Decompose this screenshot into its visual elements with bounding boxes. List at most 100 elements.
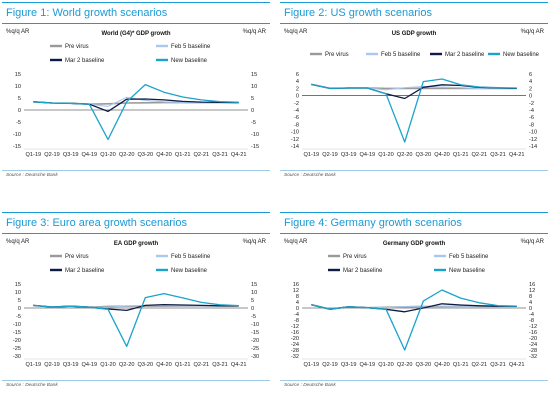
- chart-1-xtick-3: Q4-19: [82, 152, 98, 158]
- chart-4-xtick-1: Q2-19: [322, 362, 338, 368]
- chart-3-legend-label-3: Mar 2 baseline: [65, 268, 105, 274]
- chart-1-ytick-left-3: 0: [18, 108, 21, 114]
- chart-1-xtick-2: Q3-19: [63, 152, 79, 158]
- chart-1-ytick-left-5: 10: [15, 84, 21, 90]
- chart-4-legend-label-2: Feb 5 baseline: [449, 254, 489, 260]
- chart-4-ytick-left-11: 12: [293, 288, 299, 294]
- chart-3-legend-label-4: New baseline: [171, 268, 208, 274]
- figure-2-title: Figure 2: US growth scenarios: [280, 2, 548, 24]
- chart-4-xtick-8: Q1-21: [453, 362, 469, 368]
- chart-3-ytick-right-3: -15: [251, 330, 259, 336]
- chart-4-ytick-right-3: -20: [529, 336, 537, 342]
- figure-2-panel: Figure 2: US growth scenarios %q/q AR %q/…: [280, 2, 548, 188]
- chart-4-ytick-right-12: 16: [529, 282, 535, 288]
- chart-2-xtick-6: Q3-20: [416, 152, 432, 158]
- chart-4-ytick-left-12: 16: [293, 282, 299, 288]
- chart-2-ytick-right-6: -2: [529, 101, 534, 107]
- chart-2-xtick-0: Q1-19: [304, 152, 320, 158]
- chart-1-legend-label-4: New baseline: [171, 58, 208, 64]
- chart-2-ytick-left-6: -2: [294, 101, 299, 107]
- chart-4-xtick-5: Q2-20: [397, 362, 413, 368]
- chart-1-ytick-right-5: 10: [251, 84, 257, 90]
- chart-4-xtick-3: Q4-19: [360, 362, 376, 368]
- chart-4-ytick-right-1: -28: [529, 348, 537, 354]
- chart-1-xtick-7: Q4-20: [156, 152, 172, 158]
- chart-2-ytick-right-7: 0: [529, 94, 532, 100]
- chart-3-ylabel-left: %q/q AR: [6, 239, 30, 245]
- chart-4-ytick-left-4: -16: [291, 330, 299, 336]
- chart-2-ytick-right-4: -6: [529, 115, 534, 121]
- chart-1-legend-label-3: Mar 2 baseline: [65, 58, 105, 64]
- chart-4-ytick-left-1: -28: [291, 348, 299, 354]
- chart-3-xtick-7: Q4-20: [156, 362, 172, 368]
- chart-3-xtick-0: Q1-19: [26, 362, 42, 368]
- chart-3-ytick-right-0: -30: [251, 354, 259, 360]
- chart-3-ytick-left-6: 0: [18, 306, 21, 312]
- chart-1-series-line-4: [33, 83, 239, 141]
- chart-4-ylabel-left: %q/q AR: [284, 239, 308, 245]
- chart-2-ytick-left-1: -12: [291, 137, 299, 143]
- chart-3-ytick-left-0: -30: [13, 354, 21, 360]
- chart-2-ytick-right-9: 4: [529, 79, 532, 85]
- chart-1-xtick-1: Q2-19: [44, 152, 60, 158]
- chart-3-xtick-2: Q3-19: [63, 362, 79, 368]
- chart-2-ytick-right-8: 2: [529, 86, 532, 92]
- chart-3-series-line-4: [33, 292, 239, 348]
- figure-3-panel: Figure 3: Euro area growth scenarios %q/…: [2, 212, 270, 398]
- chart-4-ytick-left-0: -32: [291, 354, 299, 360]
- chart-4-ytick-right-0: -32: [529, 354, 537, 360]
- chart-2-xtick-4: Q1-20: [378, 152, 394, 158]
- chart-1-ytick-left-2: -5: [16, 120, 21, 126]
- chart-1-ytick-left-6: 15: [15, 72, 21, 78]
- chart-1-legend-label-1: Pre virus: [65, 44, 89, 50]
- chart-1-xtick-10: Q3-21: [212, 152, 228, 158]
- chart-1-ylabel-right: %q/q AR: [243, 29, 267, 35]
- chart-2-ytick-right-10: 6: [529, 72, 532, 78]
- chart-3-xtick-8: Q1-21: [175, 362, 191, 368]
- chart-1-ytick-right-3: 0: [251, 108, 254, 114]
- chart-1-xtick-8: Q1-21: [175, 152, 191, 158]
- chart-1-xtick-6: Q3-20: [138, 152, 154, 158]
- chart-3-ytick-right-7: 5: [251, 298, 254, 304]
- chart-2-ytick-right-1: -12: [529, 137, 537, 143]
- chart-4-ytick-right-4: -16: [529, 330, 537, 336]
- chart-4-legend-label-3: Mar 2 baseline: [343, 268, 383, 274]
- chart-3-ylabel-right: %q/q AR: [243, 239, 267, 245]
- figure-4-title: Figure 4: Germany growth scenarios: [280, 212, 548, 234]
- chart-4-series-line-4: [311, 289, 517, 351]
- chart-3-ytick-left-9: 15: [15, 282, 21, 288]
- chart-3-ytick-left-5: -5: [16, 314, 21, 320]
- chart-2-ytick-right-5: -4: [529, 108, 534, 114]
- chart-4-legend-label-1: Pre virus: [343, 254, 367, 260]
- figure-2-source-rule: [280, 170, 548, 171]
- chart-4-ytick-left-5: -12: [291, 324, 299, 330]
- figure-4-chart: %q/q AR %q/q AR Germany GDP growth Pre viru…: [284, 239, 545, 368]
- chart-4-ytick-left-9: 4: [296, 300, 299, 306]
- chart-2-xtick-11: Q4-21: [509, 152, 525, 158]
- chart-4-ytick-right-5: -12: [529, 324, 537, 330]
- chart-3-xtick-3: Q4-19: [82, 362, 98, 368]
- chart-4-ytick-right-2: -24: [529, 342, 537, 348]
- chart-3-ytick-right-2: -20: [251, 338, 259, 344]
- chart-2-ytick-left-3: -8: [294, 122, 299, 128]
- chart-2-series-line-4: [311, 78, 517, 143]
- chart-3-chart-title: EA GDP growth: [114, 241, 159, 247]
- chart-1-ytick-right-4: 5: [251, 96, 254, 102]
- chart-2-xtick-2: Q3-19: [341, 152, 357, 158]
- chart-2-legend-label-2: Feb 5 baseline: [381, 52, 421, 58]
- figure-4-source-rule: [280, 380, 548, 381]
- chart-1-ytick-left-4: 5: [18, 96, 21, 102]
- figure-1-panel: Figure 1: World growth scenarios %q/q AR…: [2, 2, 270, 188]
- chart-4-xtick-11: Q4-21: [509, 362, 525, 368]
- chart-4-ylabel-right: %q/q AR: [521, 239, 545, 245]
- figure-2-chart: %q/q AR %q/q AR US GDP growth Pre virus Feb …: [284, 29, 545, 158]
- chart-1-ytick-right-0: -15: [251, 144, 259, 150]
- chart-2-xtick-5: Q2-20: [397, 152, 413, 158]
- chart-2-ytick-left-0: -14: [291, 144, 299, 150]
- chart-4-ytick-left-7: -4: [294, 312, 299, 318]
- chart-2-ytick-left-8: 2: [296, 86, 299, 92]
- chart-2-ytick-right-3: -8: [529, 122, 534, 128]
- chart-2-ytick-left-7: 0: [296, 94, 299, 100]
- chart-3-xtick-5: Q2-20: [119, 362, 135, 368]
- figure-3-source: Source : Deutsche Bank: [6, 383, 58, 388]
